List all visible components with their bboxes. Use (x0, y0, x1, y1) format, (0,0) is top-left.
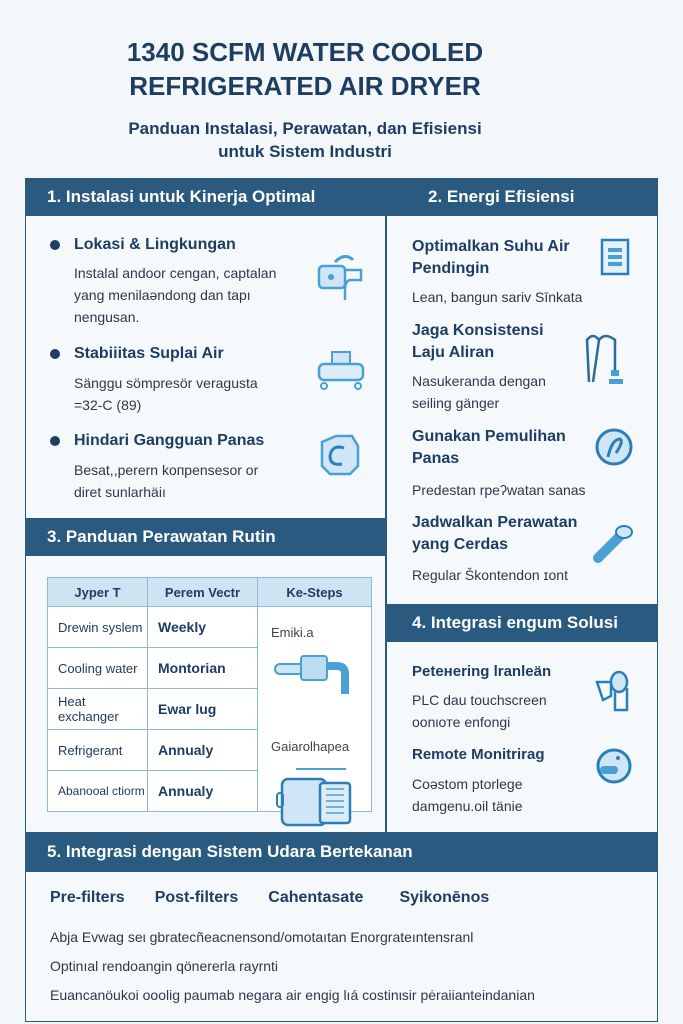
integration-text: Euancanöukoi ooolig paumab negara air en… (50, 987, 535, 1003)
heat-icon (320, 434, 360, 476)
dryer-unit-icon (276, 768, 352, 827)
compressor-icon (317, 351, 365, 390)
bullet (50, 349, 60, 359)
item-text: PLC dau touchscreen oonιoтe enfongi (412, 692, 547, 730)
item-heading: Peteнering lranleän (412, 663, 552, 680)
wrench-icon (593, 525, 633, 563)
section-integration (386, 604, 658, 834)
item-text: Regular Škontendon ɪont (412, 567, 568, 583)
component-cell: Drewin syslem (47, 606, 148, 648)
table-row: Drewin syslem Weekly Emiki.a Gaiarolhapea (47, 606, 372, 827)
steps-cell: Emiki.a Gaiarolhapea (257, 606, 372, 827)
location-pipe-icon (317, 255, 363, 300)
interval-cell: Ewar lug (147, 688, 258, 730)
item-text: Nasukeranda dengan seiling gänger (412, 373, 546, 411)
tag-post-filters: Post-filters (154, 889, 239, 906)
interval-cell: Weekly (147, 606, 258, 648)
component-cell: Refrigerant (47, 729, 148, 771)
item-text: Instalal andoor cengan, captalan yang men… (74, 265, 277, 325)
item-text: Predestan rpeʔwatan sanas (412, 482, 586, 498)
document-icon (600, 238, 630, 276)
component-cell: Heat exchanger (47, 688, 148, 730)
tag-pre-filters: Pre-filters (50, 889, 125, 906)
valve-pipe-icon (274, 655, 349, 694)
item-heading: Gunakan Pemulihan Panas (412, 428, 566, 467)
touch-icon (595, 670, 629, 712)
monitor-icon (596, 748, 632, 784)
step-label: Gaiarolhapea (271, 739, 350, 754)
interval-cell: Montorian (147, 647, 258, 689)
item-heading: Optimalkan Suhu Air Pendingin (412, 238, 570, 277)
tag-condensate: Cahentasate (268, 889, 364, 906)
table-row: Refrigerant Annualy (47, 729, 372, 771)
item-heading: Hindari Gangguan Panas (74, 432, 265, 449)
bullet (50, 240, 60, 250)
item-text: Besat,,perern koпpensesor or diret sunlar… (74, 462, 259, 500)
column-header: Ke-Steps (257, 577, 372, 607)
section-2-header: 2. Energi Efisiensi (386, 178, 658, 216)
flow-hose-icon (585, 334, 623, 384)
interval-cell: Annualy (147, 729, 258, 771)
component-cell: Cooling water (47, 647, 148, 689)
tag-sync: Syikonēnos (399, 889, 490, 906)
heat-recovery-icon (595, 428, 633, 466)
table-row: Heat exchanger Ewar lug (47, 688, 372, 730)
subtitle-line-2: untuk Sistem Industri (218, 142, 392, 161)
item-heading: Lokasi & Lingkungan (74, 236, 236, 253)
item-heading: Jadwalkan Perawatan yang Cerdas (412, 514, 578, 553)
component-cell: Abanooal ctiorm (47, 770, 148, 812)
interval-cell: Annualy (147, 770, 258, 812)
item-heading: Jaga Konsistensi Laju Aliran (412, 322, 544, 361)
section-3-header: 3. Panduan Perawatan Rutin (25, 518, 386, 556)
step-label: Emiki.a (271, 625, 314, 640)
item-text: Coəstom ptorlege damgenu.oil tänie (412, 776, 523, 814)
table-header-row: Jyper T Perem Vectr Ke-Steps (47, 577, 372, 607)
item-heading: Stabiiitas Suplai Air (74, 345, 224, 362)
title-line-1: 1340 SCFM WATER COOLED (126, 37, 484, 67)
maintenance-table: Jyper T Perem Vectr Ke-Steps Drewin syslem… (47, 577, 372, 827)
column-header: Perem Vectr (147, 577, 258, 607)
bullet (50, 436, 60, 446)
integration-text: Abja Evwag seι gbratecñeacnensond/omotaı… (50, 929, 474, 945)
integration-text: Optinıal rendoangin qönererla rayrnti (50, 958, 279, 974)
item-heading: Remote Monitrirag (412, 746, 545, 763)
item-text: Lean, bangun sariv Sīnkata (412, 289, 583, 305)
column-header: Jyper T (47, 577, 148, 607)
table-row: Cooling water Montorian (47, 647, 372, 689)
section-5-header: 5. Integrasi dengan Sistem Udara Berteka… (25, 832, 658, 872)
title-line-2: REFRIGERATED AIR DRYER (129, 71, 481, 101)
item-text: Sänggu sömpresör veragusta =32-C (89) (74, 375, 258, 413)
subtitle-line-1: Panduan Instalasi, Perawatan, dan Efisie… (128, 119, 482, 138)
section-1-header: 1. Instalasi untuk Kinerja Optimal (25, 178, 386, 216)
section-4-header: 4. Integrasi engum Solusi (386, 604, 658, 642)
filter-tags: Pre-filters Post-filters Cahentasate Syi… (50, 889, 489, 907)
